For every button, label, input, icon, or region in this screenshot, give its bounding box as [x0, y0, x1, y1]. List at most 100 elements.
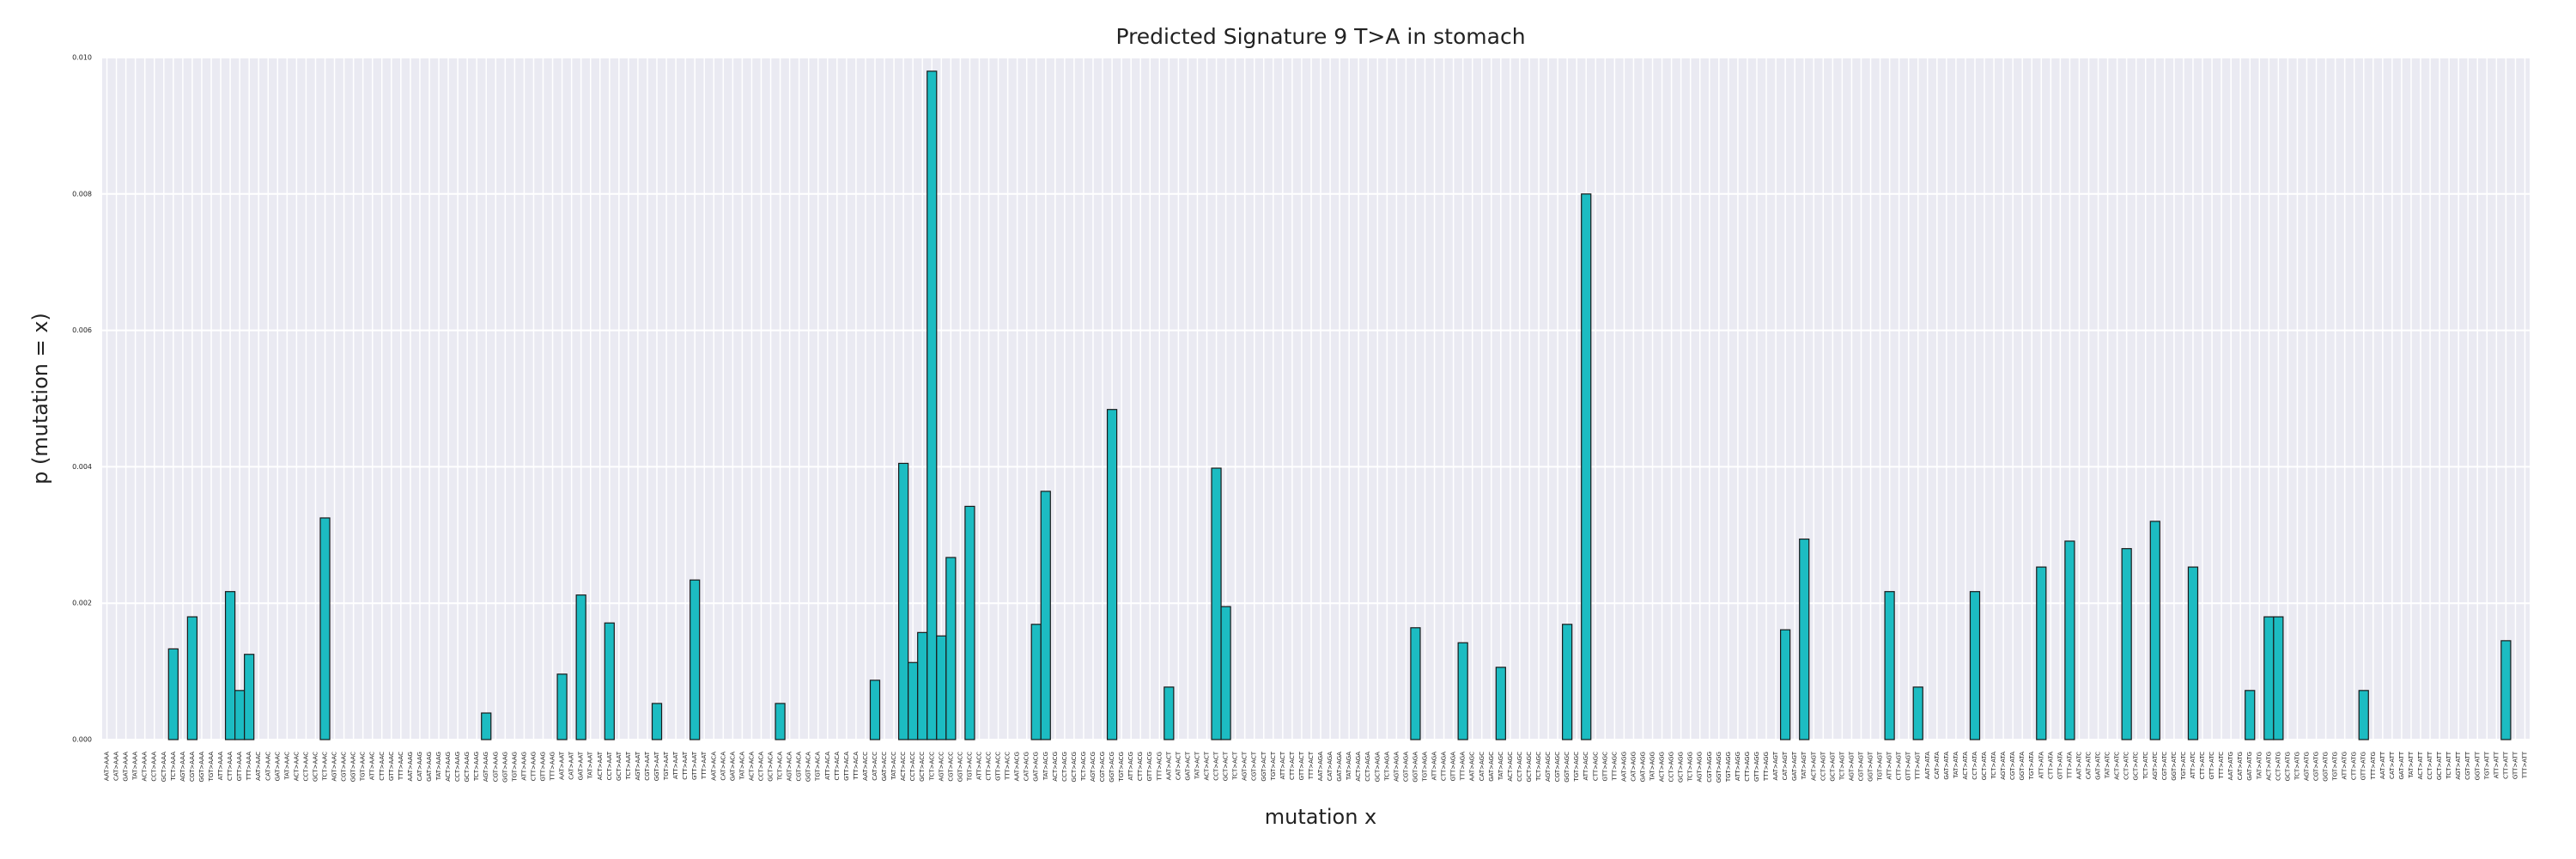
x-tick-label: CCT>ATA [1971, 752, 1978, 780]
bar [2187, 566, 2199, 740]
x-tick-label: AGT>ATC [2152, 752, 2159, 780]
bar [690, 579, 701, 740]
x-tick-label: TCT>AGG [1687, 752, 1694, 782]
bar [1163, 686, 1175, 740]
x-tick-label: GGT>ACG [1109, 752, 1115, 783]
x-tick-label: AAT>AGG [1620, 752, 1627, 782]
plot-area [102, 58, 2530, 740]
x-tick-label: ATT>ACA [824, 752, 831, 780]
x-tick-label: AAT>AGA [1317, 752, 1324, 781]
x-tick-label: CTT>AAT [682, 751, 689, 779]
x-tick-label: TCT>AAT [625, 751, 632, 780]
x-tick-label: CAT>ACA [720, 752, 726, 781]
bar [775, 703, 786, 740]
x-tick-label: GTT>ATA [2057, 752, 2063, 779]
x-tick-label: TAT>ATC [2105, 752, 2111, 779]
x-tick-label: TTT>AAA [246, 752, 252, 781]
bar [964, 505, 975, 740]
x-tick-label: CCT>ACA [757, 752, 764, 781]
x-tick-label: TCT>AGA [1383, 752, 1390, 782]
x-tick-label: AAT>AAT [559, 751, 566, 780]
x-tick-label: CGT>ACT [1251, 751, 1258, 781]
x-tick-label: CGT>ACG [1099, 752, 1106, 782]
x-tick-label: GGT>ACC [957, 752, 963, 782]
x-tick-label: CCT>AAT [606, 751, 613, 780]
x-tick-label: AGT>ACA [787, 752, 793, 782]
x-tick-label: CAT>AAG [416, 752, 423, 781]
x-tick-label: AGT>AAG [483, 752, 489, 782]
bar [224, 591, 236, 740]
x-tick-label: CGT>ATG [2313, 752, 2320, 781]
y-tick-label: 0.008 [72, 190, 92, 198]
x-tick-label: AGT>ATT [2455, 751, 2462, 779]
bar [575, 594, 586, 740]
x-tick-label: TCT>ATC [2142, 752, 2149, 780]
x-tick-label: GTT>ACA [843, 752, 850, 781]
x-tick-label: CGT>AGA [1402, 752, 1409, 782]
x-tick-label: ATT>ATG [2342, 752, 2348, 779]
x-tick-label: TTT>ATT [2521, 751, 2528, 779]
x-tick-label: AAT>AAG [407, 752, 414, 781]
bar [2064, 540, 2075, 740]
bar [1030, 624, 1042, 740]
x-tick-label: CTT>AGT [1896, 751, 1903, 780]
bar [244, 654, 255, 740]
x-tick-label: AAT>AAA [104, 752, 111, 781]
x-tick-label: TAT>AAC [283, 752, 290, 781]
x-tick-label: TTT>ATC [2218, 752, 2225, 780]
x-tick-label: TTT>ACT [1308, 751, 1315, 780]
y-tick-label: 0.010 [72, 54, 92, 62]
x-tick-label: GCT>ATC [2133, 752, 2140, 781]
bar [2358, 690, 2369, 740]
bar [1780, 629, 1791, 740]
x-tick-label: GTT>ACT [1298, 751, 1305, 780]
x-tick-label: GGT>ATG [2323, 752, 2330, 782]
x-tick-label: TTT>ACC [1005, 752, 1012, 781]
x-tick-label: TGT>AGA [1421, 752, 1428, 783]
bar [651, 703, 663, 740]
x-tick-label: TGT>ATA [2028, 752, 2035, 781]
x-tick-label: GCT>AAG [464, 752, 471, 783]
x-tick-label: CCT>AAC [302, 752, 309, 782]
x-tick-label: ATT>ACC [975, 752, 982, 780]
x-tick-label: GGT>AAA [198, 752, 205, 783]
bar [908, 661, 919, 740]
bar [1220, 606, 1231, 740]
x-tick-label: CAT>ATA [1934, 752, 1941, 779]
x-tick-label: AAT>AAC [255, 752, 262, 781]
x-tick-label: GTT>ATG [2360, 752, 2367, 780]
bar [1457, 642, 1468, 740]
x-tick-label: TAT>ACC [890, 752, 897, 781]
bar [1040, 490, 1051, 740]
x-tick-label: GAT>ACC [881, 752, 888, 781]
x-tick-label: TTT>AAG [550, 752, 556, 782]
x-tick-label: TAT>AGC [1498, 752, 1504, 781]
x-tick-label: AGT>AGA [1393, 752, 1400, 782]
x-tick-label: GCT>ATG [2284, 752, 2291, 781]
bar [1912, 686, 1923, 740]
x-tick-label: CCT>ACC [909, 752, 916, 781]
y-tick-label: 0.004 [72, 463, 92, 471]
x-tick-label: TGT>AAT [663, 751, 670, 781]
x-tick-label: GAT>ACA [729, 752, 736, 781]
x-tick-label: GAT>ATG [2246, 752, 2253, 781]
x-tick-label: AGT>AAA [179, 752, 186, 782]
x-tick-label: GAT>ATT [2398, 751, 2405, 779]
x-tick-label: AGT>ACC [938, 752, 945, 782]
x-tick-label: ATT>AAG [520, 752, 527, 781]
x-tick-label: GCT>ACG [1071, 752, 1078, 782]
x-tick-label: TGT>ACC [966, 752, 973, 782]
x-tick-label: ATT>AAT [672, 751, 679, 779]
x-tick-label: TCT>AAA [170, 752, 177, 782]
x-tick-label: GGT>AGT [1868, 751, 1874, 782]
bar [2036, 566, 2047, 740]
x-tick-label: GCT>ACT [1223, 751, 1230, 781]
x-tick-label: AAT>ACT [1165, 751, 1172, 780]
x-tick-label: TTT>AGG [1763, 752, 1770, 782]
x-tick-label: GCT>AGC [1526, 752, 1533, 783]
x-tick-label: AAT>ATG [2227, 752, 2234, 780]
bar [945, 557, 957, 740]
x-tick-label: ATT>AGA [1431, 752, 1438, 781]
x-tick-label: GCT>AGA [1374, 752, 1381, 783]
